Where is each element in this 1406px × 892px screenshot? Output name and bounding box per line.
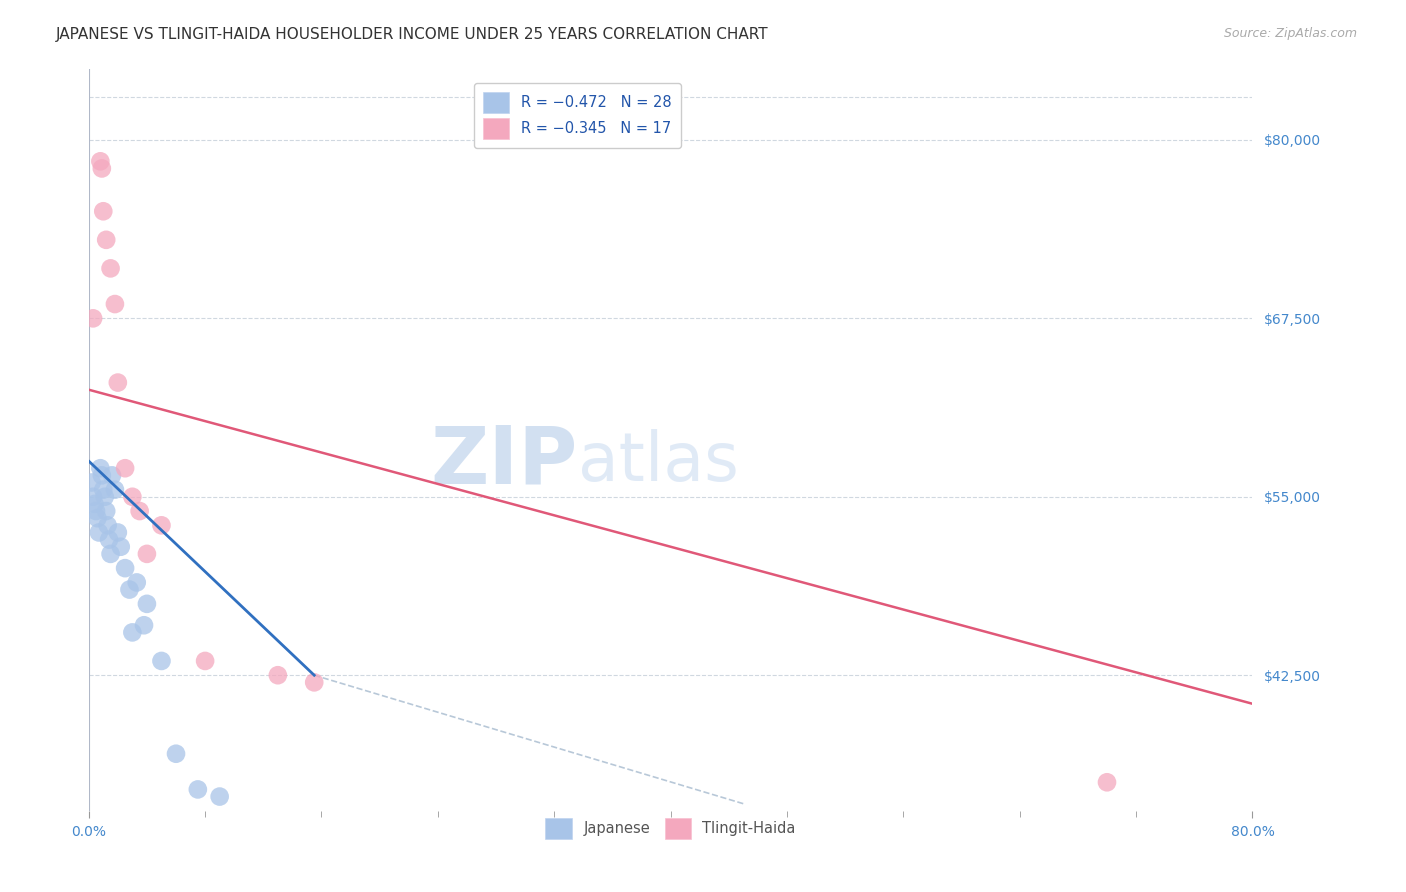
Point: [91, 204, 114, 219]
Point: [97, 518, 120, 533]
Point: [96, 504, 118, 518]
Point: [121, 490, 143, 504]
Point: [125, 575, 148, 590]
Point: [98, 533, 121, 547]
Text: ZIP: ZIP: [430, 423, 578, 501]
Text: atlas: atlas: [578, 429, 738, 495]
Point: [101, 468, 124, 483]
Point: [84, 504, 107, 518]
Point: [208, 789, 231, 804]
Point: [86, 511, 108, 525]
Point: [90, 468, 112, 483]
Legend: Japanese, Tlingit-Haida: Japanese, Tlingit-Haida: [540, 812, 801, 845]
Point: [93, 490, 115, 504]
Text: Source: ZipAtlas.com: Source: ZipAtlas.com: [1223, 27, 1357, 40]
Point: [104, 483, 127, 497]
Point: [83, 497, 105, 511]
Point: [135, 597, 157, 611]
Point: [110, 540, 132, 554]
Point: [128, 504, 150, 518]
Point: [90, 161, 112, 176]
Point: [89, 461, 111, 475]
Point: [114, 461, 136, 475]
Point: [267, 668, 290, 682]
Point: [80, 475, 103, 490]
Point: [82, 490, 104, 504]
Point: [100, 547, 122, 561]
Point: [107, 525, 129, 540]
Point: [91, 483, 114, 497]
Point: [89, 154, 111, 169]
Point: [135, 547, 157, 561]
Point: [187, 782, 209, 797]
Point: [1095, 775, 1118, 789]
Point: [194, 654, 217, 668]
Text: JAPANESE VS TLINGIT-HAIDA HOUSEHOLDER INCOME UNDER 25 YEARS CORRELATION CHART: JAPANESE VS TLINGIT-HAIDA HOUSEHOLDER IN…: [56, 27, 769, 42]
Point: [132, 618, 155, 632]
Point: [100, 261, 122, 276]
Point: [121, 625, 143, 640]
Point: [150, 518, 173, 533]
Point: [114, 561, 136, 575]
Point: [96, 233, 118, 247]
Point: [165, 747, 187, 761]
Point: [87, 525, 110, 540]
Point: [107, 376, 129, 390]
Point: [150, 654, 173, 668]
Point: [104, 297, 127, 311]
Point: [118, 582, 141, 597]
Point: [302, 675, 325, 690]
Point: [82, 311, 104, 326]
